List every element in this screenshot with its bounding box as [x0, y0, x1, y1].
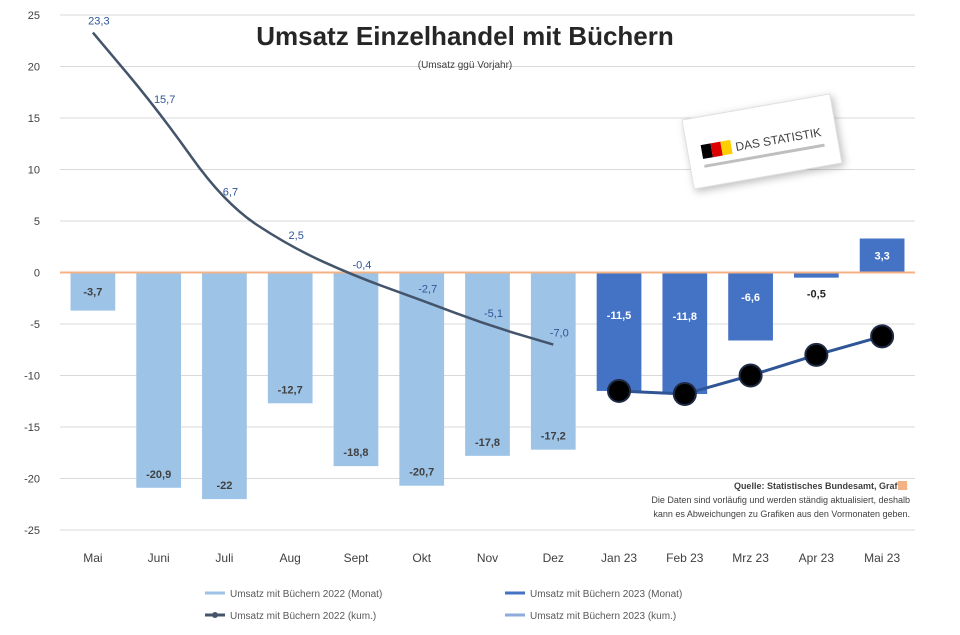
x-axis-categories: Mai Juni Juli Aug Sept Okt Nov Dez Jan 23 Feb 23 M… — [83, 551, 900, 565]
bar-s0-6 — [465, 272, 510, 456]
logo-flag-black — [700, 143, 713, 159]
y-tick-label-0: 25 — [28, 10, 40, 22]
bar-label-s0-3: -12,7 — [278, 384, 303, 396]
bar-s0-7 — [530, 272, 576, 450]
x-category-label-1: Juni — [148, 551, 170, 565]
bar-s1-9 — [662, 272, 708, 395]
bar-s1-10 — [728, 272, 773, 341]
bar-label-s0-1: -20,9 — [146, 469, 171, 481]
x-category-label-4: Sept — [344, 551, 369, 565]
x-category-label-0: Mai — [83, 551, 102, 565]
line-label-s2-0: 23,3 — [88, 16, 109, 28]
line-label-s2-2: 6,7 — [223, 186, 238, 198]
x-category-label-10: Mrz 23 — [732, 551, 769, 565]
y-tick-label-2: 15 — [28, 113, 40, 125]
line-s2 — [91, 31, 554, 346]
logo-flag-red — [710, 141, 723, 158]
legend-item-2: Umsatz mit Büchern 2023 (Monat) — [505, 589, 682, 600]
y-tick-label-10: -25 — [24, 525, 40, 537]
line-label-s2-6: -5,1 — [484, 308, 503, 320]
bar-label-s0-0: -3,7 — [83, 287, 102, 299]
bar-label-s0-2: -22 — [216, 480, 232, 492]
line-marker-s3-12 — [870, 324, 895, 349]
x-category-label-9: Feb 23 — [666, 551, 704, 565]
bar-s0-0 — [70, 272, 116, 311]
y-tick-label-3: 10 — [28, 165, 40, 177]
y-tick-label-1: 20 — [28, 62, 40, 74]
source-line-1: Quelle: Statistisches Bundesamt, Grafik: — [734, 481, 908, 491]
y-axis-ticks: 25 20 15 10 5 0 -5 -10 -15 -20 -25 — [24, 10, 40, 537]
line-label-s2-1: 15,7 — [154, 94, 175, 106]
y-tick-label-6: -5 — [30, 319, 40, 331]
source-line-2: Die Daten sind vorläufig und werden stän… — [651, 495, 910, 505]
bar-label-s1-9: -11,8 — [673, 311, 697, 323]
x-category-label-12: Mai 23 — [864, 551, 900, 565]
y-tick-label-8: -15 — [24, 422, 40, 434]
line-label-s2-4: -0,4 — [352, 260, 371, 272]
bars — [70, 238, 905, 500]
line-marker-s3-11 — [804, 342, 829, 367]
bar-label-s1-11: -0,5 — [807, 289, 826, 301]
bar-s0-1 — [136, 272, 182, 488]
bar-s0-5 — [399, 272, 445, 486]
source-line-3: kann es Abweichungen zu Grafiken aus den… — [653, 509, 910, 519]
line-label-s2-3: 2,5 — [289, 230, 304, 242]
bar-label-s0-6: -17,8 — [475, 437, 500, 449]
bar-s1-12 — [859, 238, 905, 273]
bar-s0-2 — [202, 272, 247, 500]
x-category-label-2: Juli — [215, 551, 233, 565]
bar-s1-8 — [596, 272, 642, 391]
x-category-label-7: Dez — [543, 551, 564, 565]
x-category-label-8: Jan 23 — [601, 551, 637, 565]
bar-s0-3 — [267, 272, 313, 404]
bar-label-s1-8: -11,5 — [607, 310, 631, 322]
bar-label-s0-7: -17,2 — [541, 431, 566, 443]
line-marker-s3-8 — [607, 378, 632, 403]
legend-item-4: Umsatz mit Büchern 2023 (kum.) — [505, 611, 676, 622]
y-tick-label-7: -10 — [24, 371, 40, 383]
x-category-label-6: Nov — [477, 551, 498, 565]
bar-label-s1-12: 3,3 — [874, 251, 889, 263]
legend-label-1: Umsatz mit Büchern 2022 (Monat) — [230, 589, 382, 600]
x-category-label-5: Okt — [412, 551, 431, 565]
bar-label-s0-5: -20,7 — [409, 467, 434, 479]
chart-subtitle: (Umsatz ggü Vorjahr) — [418, 60, 512, 71]
line-marker-s3-10 — [738, 363, 763, 388]
legend-item-1: Umsatz mit Büchern 2022 (Monat) — [205, 589, 382, 600]
data-labels: -3,7 -20,9 -22 -12,7 -18,8 -20,7 -17,8 -17,2 -11… — [83, 16, 889, 493]
x-category-label-3: Aug — [280, 551, 301, 565]
line-label-s2-7: -7,0 — [550, 328, 569, 340]
bar-s1-11 — [793, 272, 839, 278]
source-logo-mark — [898, 481, 907, 490]
line-label-s2-5: -2,7 — [418, 283, 437, 295]
legend-label-4: Umsatz mit Büchern 2023 (kum.) — [530, 611, 676, 622]
legend: Umsatz mit Büchern 2022 (Monat) Umsatz m… — [205, 589, 682, 622]
legend-label-3: Umsatz mit Büchern 2022 (kum.) — [230, 611, 376, 622]
logo-underline — [704, 143, 825, 168]
chart-title: Umsatz Einzelhandel mit Büchern — [256, 21, 674, 51]
bar-label-s0-4: -18,8 — [343, 447, 368, 459]
y-tick-label-9: -20 — [24, 474, 40, 486]
source-note: Quelle: Statistisches Bundesamt, Grafik:… — [651, 481, 910, 519]
bar-s0-4 — [333, 272, 379, 467]
bar-label-s1-10: -6,6 — [741, 292, 760, 304]
y-tick-label-4: 5 — [34, 216, 40, 228]
legend-item-3: Umsatz mit Büchern 2022 (kum.) — [205, 611, 376, 622]
lines — [91, 31, 895, 407]
x-category-label-11: Apr 23 — [799, 551, 835, 565]
legend-label-2: Umsatz mit Büchern 2023 (Monat) — [530, 589, 682, 600]
line-marker-s3-9 — [672, 382, 697, 407]
logo-card: DAS STATISTIK — [681, 93, 843, 190]
y-tick-label-5: 0 — [34, 268, 40, 280]
logo-flag-gold — [720, 139, 733, 156]
